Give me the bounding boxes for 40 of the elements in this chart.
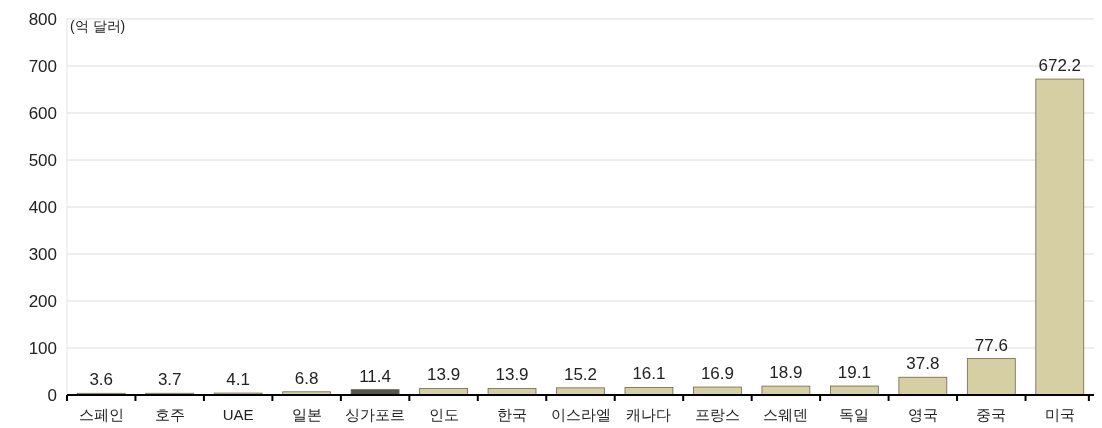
data-label: 15.2	[563, 364, 598, 384]
x-tick-label: 스페인	[78, 406, 124, 423]
x-tick-label: 중국	[976, 406, 1007, 423]
data-label: 4.1	[226, 370, 250, 390]
x-tick-label: 캐나다	[626, 406, 672, 423]
data-label: 11.4	[359, 366, 392, 386]
data-label: 16.1	[632, 364, 666, 384]
x-tick-label: 영국	[907, 406, 938, 423]
data-label: 13.9	[495, 365, 529, 385]
y-tick-label: 100	[28, 338, 57, 358]
data-label: 6.8	[294, 368, 319, 388]
data-label: 19.1	[837, 363, 871, 383]
data-label: 3.7	[157, 370, 182, 390]
x-tick-label: 프랑스	[694, 406, 740, 423]
data-label: 13.9	[427, 365, 461, 385]
y-axis-title: (억 달러)	[70, 18, 126, 34]
data-label: 18.9	[769, 363, 803, 383]
x-tick-label: 독일	[839, 406, 870, 423]
y-tick-label: 200	[28, 291, 57, 311]
y-tick-label: 800	[28, 9, 57, 29]
x-tick-label: 한국	[497, 406, 528, 423]
x-tick-label: UAE	[222, 406, 254, 423]
x-tick-label: 이스라엘	[550, 406, 611, 423]
x-tick-label: 인도	[428, 406, 459, 423]
x-tick-label: 일본	[291, 406, 322, 423]
data-label: 672.2	[1038, 56, 1082, 76]
x-tick-label: 스웨덴	[763, 406, 809, 423]
data-label: 37.8	[906, 354, 940, 374]
data-label: 77.6	[974, 335, 1008, 355]
data-label: 3.6	[89, 370, 114, 390]
y-tick-label: 500	[28, 150, 57, 170]
y-tick-label: 700	[28, 56, 57, 76]
x-tick-label: 싱가포르	[345, 406, 406, 423]
y-tick-label: 600	[28, 103, 57, 123]
y-tick-label: 400	[28, 197, 57, 217]
x-tick-label: 호주	[154, 406, 185, 423]
y-tick-label: 300	[28, 244, 57, 264]
x-tick-label: 미국	[1044, 406, 1075, 423]
data-label: 16.9	[700, 364, 734, 384]
y-tick-label: 0	[47, 385, 57, 405]
